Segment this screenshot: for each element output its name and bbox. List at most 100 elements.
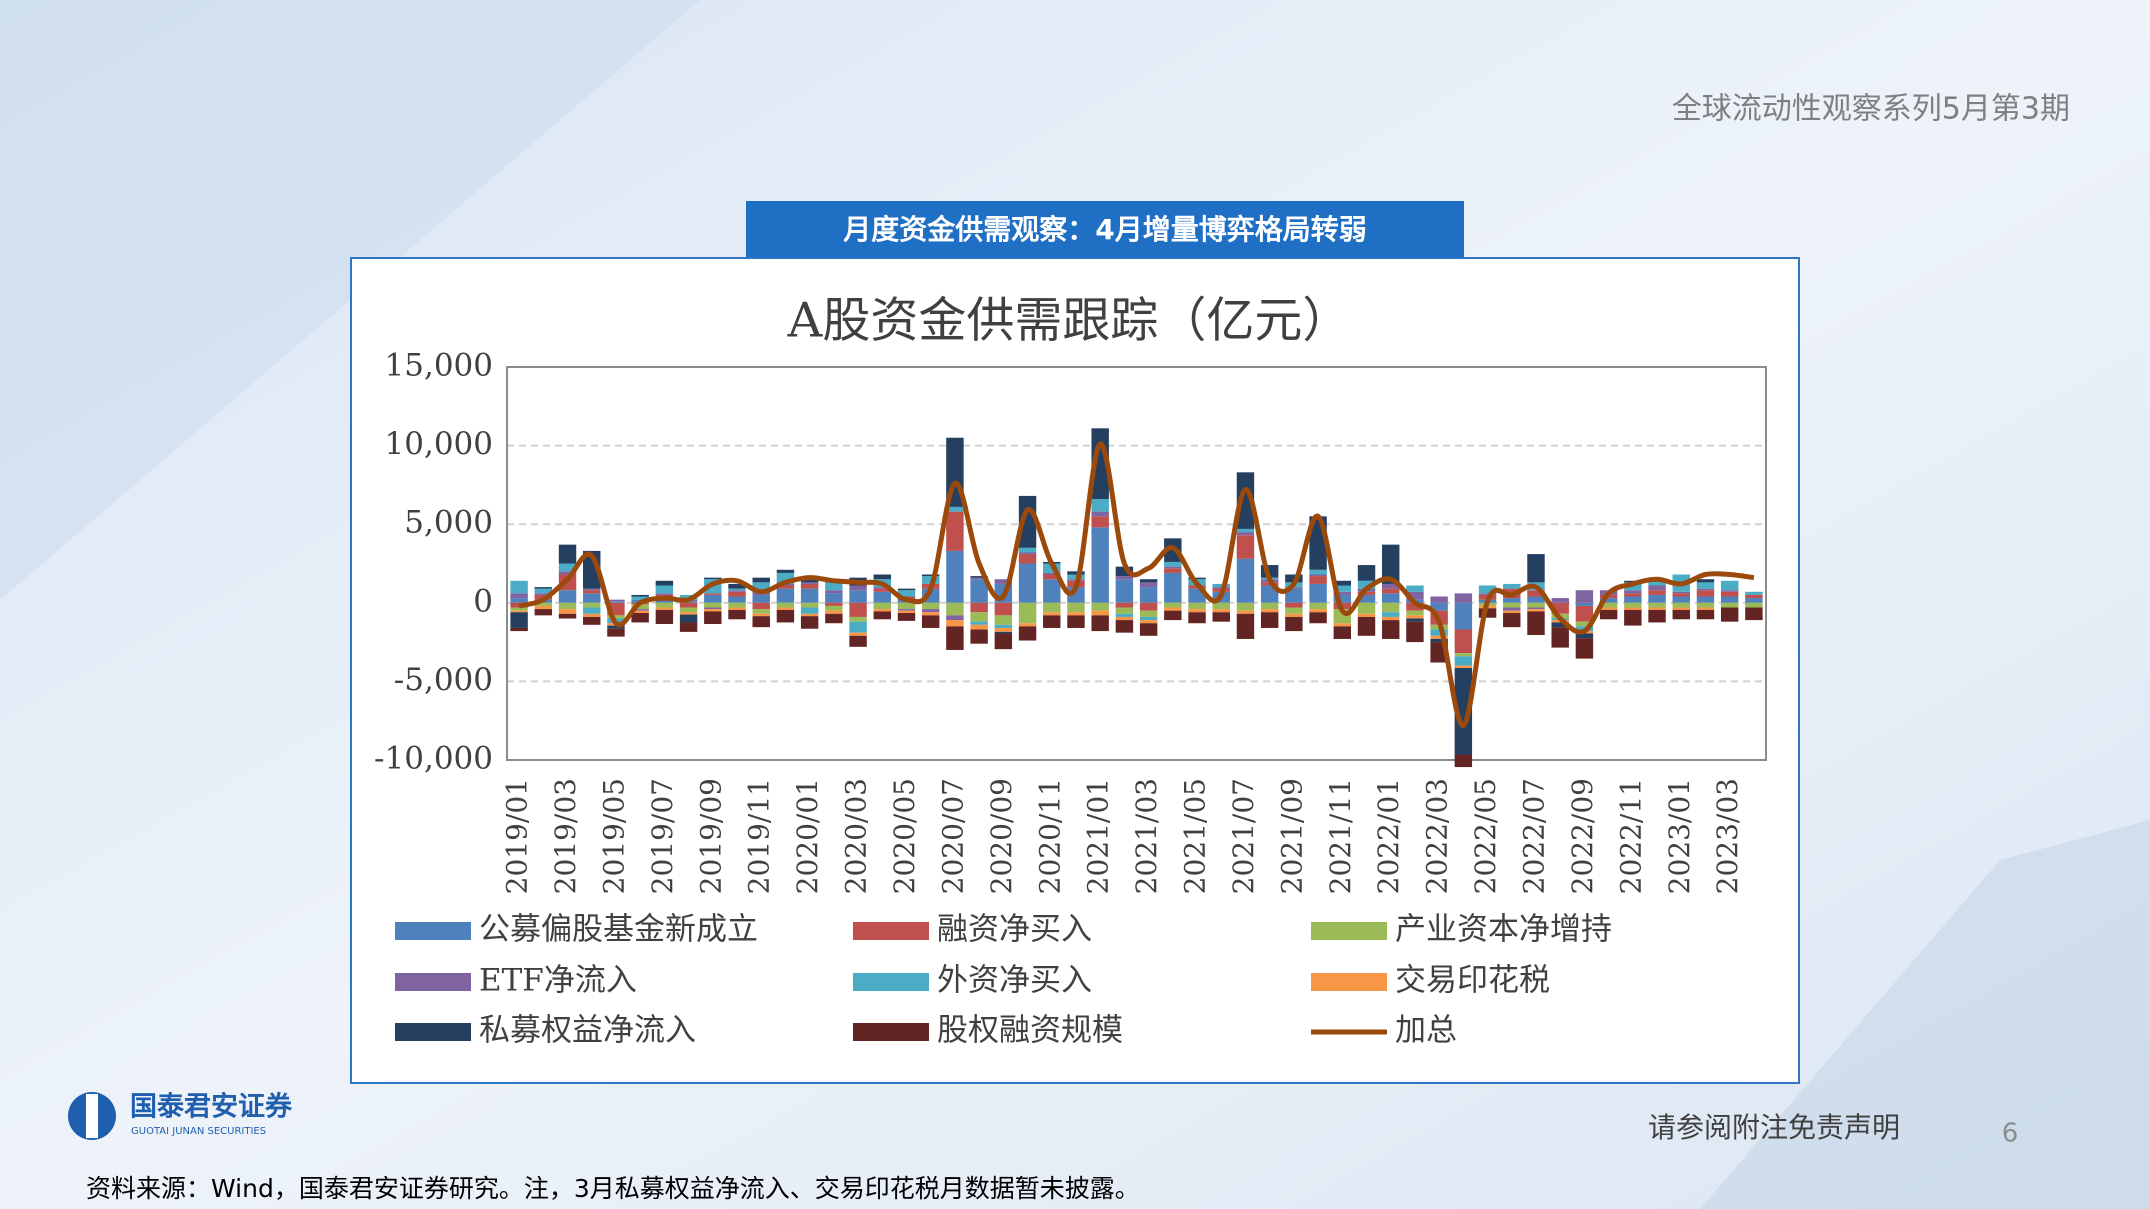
bar-segment: [873, 611, 891, 620]
bar-segment: [510, 580, 528, 594]
bar-segment: [631, 609, 649, 611]
bar-segment: [1333, 626, 1352, 639]
bar-segment: [897, 613, 916, 621]
bg-mountain: [1700, 820, 2150, 1209]
x-tick-label: 2021/05: [1179, 778, 1212, 894]
bar-segment: [1188, 577, 1206, 580]
bar-segment: [1382, 620, 1400, 639]
bar-segment: [970, 576, 988, 578]
bar-segment: [849, 616, 867, 622]
bar-segment: [1430, 596, 1448, 603]
legend-swatch: [853, 922, 929, 940]
bar-segment: [752, 594, 770, 603]
bar-segment: [1164, 566, 1182, 569]
bar-segment: [776, 588, 795, 603]
bar-segment: [1115, 613, 1134, 617]
bar-segment: [510, 627, 528, 632]
bar-segment: [873, 591, 891, 603]
bar-segment: [1648, 607, 1666, 610]
x-tick-label: 2020/03: [840, 778, 873, 894]
bar-segment: [583, 588, 601, 591]
x-tick-label: 2019/01: [501, 778, 534, 894]
bar-segment: [970, 602, 988, 613]
bar-segment: [1212, 602, 1230, 610]
bar-segment: [583, 590, 601, 594]
bar-segment: [1309, 574, 1327, 577]
bar-segment: [534, 593, 553, 595]
bar-segment: [994, 624, 1013, 628]
bar-segment: [946, 615, 964, 621]
bar-segment: [631, 610, 649, 614]
logo-icon-bar: [86, 1094, 98, 1138]
bar-segment: [1406, 621, 1424, 643]
bar-segment: [849, 602, 867, 617]
bar-segment: [946, 550, 964, 603]
y-tick-label: -10,000: [374, 741, 493, 777]
bar-segment: [1478, 585, 1497, 594]
bar-segment: [1599, 607, 1618, 610]
x-tick-label: 2021/07: [1227, 778, 1260, 894]
bar-segment: [921, 609, 940, 613]
bar-segment: [825, 582, 843, 591]
bar-segment: [1115, 616, 1134, 621]
x-tick-label: 2022/03: [1421, 778, 1454, 894]
title-box: [746, 201, 1464, 258]
bar-segment: [946, 602, 964, 616]
bar-segment: [1696, 582, 1715, 589]
plot-border: [506, 366, 1767, 761]
bar-segment: [1333, 594, 1352, 603]
bar-segment: [1672, 607, 1690, 610]
bar-segment: [655, 593, 674, 595]
bar-segment: [1115, 566, 1134, 577]
x-tick-label: 2020/11: [1033, 778, 1066, 894]
logo: 国泰君安证券 GUOTAI JUNAN SECURITIES: [68, 1091, 293, 1140]
bar-segment: [994, 631, 1013, 634]
bar-segment: [631, 604, 649, 610]
bar-segment: [1503, 613, 1521, 628]
bar-segment: [704, 594, 722, 603]
chart-frame: [350, 257, 1800, 1084]
y-tick-label: -5,000: [394, 662, 493, 698]
bar-segment: [1236, 613, 1255, 639]
bar-segment: [825, 590, 843, 594]
bar-segment: [994, 633, 1013, 650]
bar-segment: [1164, 561, 1182, 567]
legend-label: 加总: [1395, 1013, 1457, 1049]
legend-label: 产业资本净增持: [1395, 912, 1612, 948]
legend-swatch: [395, 922, 471, 940]
bar-segment: [1139, 623, 1158, 636]
bar-segment: [1672, 596, 1690, 603]
bar-segment: [583, 602, 601, 608]
page-number: 6: [2002, 1119, 2019, 1149]
bar-segment: [1575, 638, 1594, 659]
bar-segment: [897, 609, 916, 611]
bar-segment: [728, 590, 746, 592]
bar-segment: [1357, 565, 1376, 581]
bar-segment: [1745, 607, 1763, 621]
bar-segment: [679, 612, 698, 615]
bar-segment: [1478, 593, 1497, 595]
bar-segment: [1260, 602, 1279, 610]
x-tick-label: 2022/07: [1517, 778, 1550, 894]
x-tick-label: 2022/11: [1614, 778, 1647, 894]
bar-segment: [1430, 635, 1448, 639]
bar-segment: [873, 602, 891, 610]
y-tick-label: 10,000: [385, 426, 493, 462]
bar-segment: [849, 635, 867, 647]
x-tick-label: 2022/05: [1469, 778, 1502, 894]
bar-segment: [1406, 610, 1424, 616]
bar-segment: [1672, 602, 1690, 608]
bar-segment: [873, 587, 891, 589]
series-title: 全球流动性观察系列5月第3期: [1672, 92, 2070, 127]
bar-segment: [1285, 613, 1303, 617]
bar-segment: [558, 602, 577, 610]
bar-segment: [776, 569, 795, 573]
bar-segment: [607, 628, 625, 637]
bar-segment: [1309, 609, 1327, 613]
legend-swatch: [853, 1023, 929, 1041]
bar-segment: [558, 571, 577, 575]
bar-segment: [728, 588, 746, 591]
bar-segment: [679, 622, 698, 632]
bar-segment: [510, 593, 528, 599]
bar-segment: [1091, 602, 1109, 611]
